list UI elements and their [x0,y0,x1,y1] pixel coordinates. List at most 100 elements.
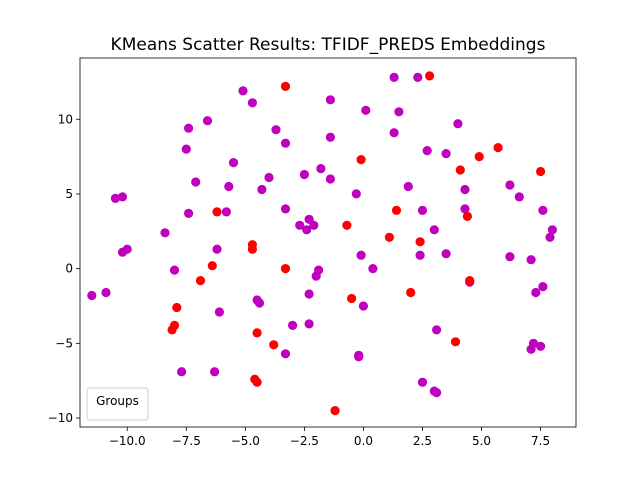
plot-frame [79,57,577,428]
scatter-point [526,255,536,265]
scatter-point [536,166,546,177]
scatter-point [505,252,515,262]
scatter-point [538,205,548,215]
y-axis-ticks: −10 −5 0 5 10 [48,112,80,425]
scatter-point [271,125,281,135]
scatter-point [254,298,265,308]
x-tick-label: −5.0 [231,434,260,448]
scatter-point [547,225,558,235]
scatter-point [403,181,413,192]
x-tick-label: 7.5 [531,434,550,448]
scatter-point [280,349,291,359]
scatter-point [415,237,425,247]
scatter-point [316,164,326,174]
scatter-point [221,207,231,217]
scatter-point [207,261,217,271]
scatter-point [169,265,180,275]
scatter-point [441,249,451,259]
scatter-point [172,302,182,313]
scatter-point [238,86,248,96]
scatter-point [117,192,128,202]
scatter-point [177,367,187,377]
scatter-point [450,337,461,347]
scatter-point [422,146,432,156]
scatter-point [309,220,319,230]
scatter-point [417,205,428,215]
scatter-point [214,307,224,317]
scatter-point [460,184,470,195]
scatter-point [441,149,451,159]
scatter-point [295,220,305,230]
scatter-point [361,105,371,115]
scatter-point [425,71,435,81]
scatter-point [247,98,257,108]
legend: Groups [86,387,149,421]
scatter-point [191,177,201,187]
scatter-point [432,325,442,335]
y-tick-label: 10 [58,112,73,126]
scatter-point [195,276,206,286]
y-tick-label: 5 [65,187,73,201]
scatter-point [252,328,262,338]
scatter-point [354,350,364,360]
scatter-point [247,244,257,254]
scatter-point [280,81,291,91]
scatter-point [304,289,314,299]
scatter-point [545,232,555,242]
scatter-point [389,72,399,82]
scatter-point [210,367,220,377]
scatter-point [342,220,352,230]
scatter-point [415,250,425,260]
scatter-point [455,165,465,175]
scatter-point [181,144,191,154]
scatter-point [453,119,463,129]
legend-box [86,387,149,421]
scatter-point [465,276,475,286]
scatter-point [160,228,170,238]
y-tick-label: −10 [48,411,73,425]
scatter-point [429,225,439,235]
scatter-point [330,406,340,416]
scatter-point [325,174,335,184]
x-tick-label: 0.0 [354,434,373,448]
scatter-point [280,264,291,274]
scatter-point [460,204,470,214]
scatter-point [280,204,291,214]
x-tick-label: −7.5 [172,434,201,448]
scatter-point [257,184,267,195]
scatter-point [413,72,423,82]
scatter-point [302,225,312,235]
scatter-point [347,293,357,304]
scatter-point [212,207,222,217]
scatter-point [224,181,234,192]
scatter-point [505,180,515,190]
scatter-point [252,377,262,387]
scatter-point [406,287,416,298]
points-layer [87,71,558,416]
x-tick-label: 5.0 [472,434,491,448]
scatter-point [184,208,194,218]
scatter-point [351,189,361,199]
scatter-point [384,232,394,242]
scatter-point [314,265,324,275]
scatter-point [280,138,291,148]
x-tick-label: −10.0 [109,434,146,448]
scatter-point [304,319,314,329]
y-tick-label: −5 [55,336,73,350]
scatter-point [514,192,524,202]
scatter-point [184,123,194,133]
scatter-point [368,264,378,274]
x-axis-ticks: −10.0 −7.5 −5.0 −2.5 0.0 2.5 5.0 7.5 [109,427,550,448]
scatter-point [122,244,132,254]
scatter-point [110,193,120,203]
scatter-point [493,143,503,153]
scatter-point [228,158,239,168]
scatter-point [389,128,399,138]
scatter-point [101,287,111,298]
scatter-point [288,320,298,330]
scatter-point [391,205,402,215]
scatter-point [536,341,546,351]
scatter-point [474,152,484,162]
scatter-point [269,340,279,350]
